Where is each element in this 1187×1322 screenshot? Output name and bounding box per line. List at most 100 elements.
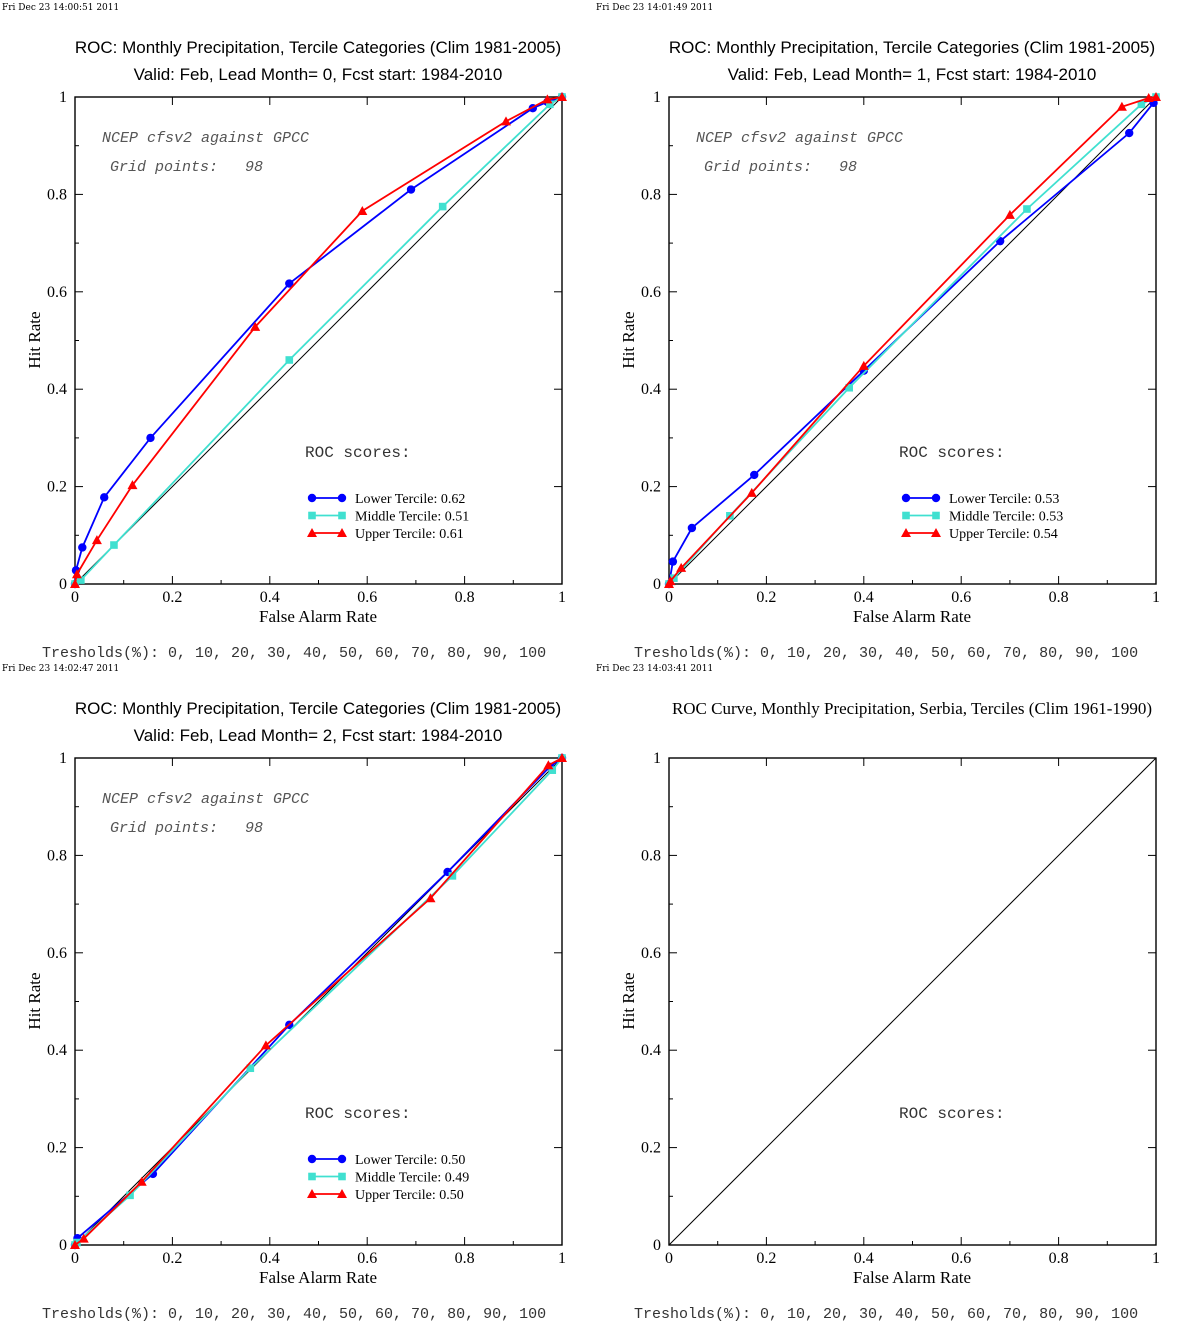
x-tick-label: 0.6	[357, 1250, 377, 1267]
data-point-upper	[746, 487, 757, 497]
legend-marker-lower	[307, 493, 317, 503]
legend-marker-lower	[307, 1154, 317, 1164]
panel-serbia: Fri Dec 23 14:03:41 2011 ROC Curve, Mont…	[596, 664, 1160, 1322]
x-tick-label: 0.4	[260, 1250, 280, 1267]
data-point-upper	[78, 1233, 89, 1243]
legend-marker-middle	[308, 511, 316, 520]
x-tick-label: 1	[558, 589, 566, 606]
data-point-upper	[557, 753, 567, 762]
data-point-middle	[548, 766, 557, 774]
legend: Lower Tercile: 0.50 Middle Tercile: 0.49 U…	[307, 1153, 469, 1203]
y-tick-label: 0.2	[47, 479, 67, 496]
data-point-upper	[250, 321, 261, 331]
data-point-lower	[1125, 128, 1134, 138]
data-point-upper	[500, 116, 511, 126]
legend-marker-lower	[901, 493, 911, 503]
y-tick-label: 0.4	[47, 1042, 67, 1059]
data-point-upper	[1004, 209, 1015, 219]
thresholds-note: Tresholds(%): 0, 10, 20, 30, 40, 50, 60,…	[42, 645, 546, 662]
data-point-lower	[78, 543, 87, 552]
legend-entry-upper: Upper Tercile: 0.54	[949, 527, 1058, 542]
y-tick-label: 0.6	[641, 284, 661, 301]
legend-marker-middle	[338, 511, 346, 520]
y-tick-label: 0.8	[47, 847, 67, 864]
model-note: NCEP cfsv2 against GPCC	[102, 791, 309, 808]
y-tick-label: 0	[653, 1237, 661, 1254]
y-tick-label: 0	[59, 576, 67, 593]
y-tick-label: 0.4	[641, 1042, 661, 1059]
x-tick-label: 0.8	[455, 589, 475, 606]
grid-points-note: Grid points: 98	[110, 820, 263, 837]
roc-scores-label: ROC scores:	[305, 1105, 411, 1123]
data-point-lower	[100, 493, 109, 502]
y-axis-label: Hit Rate	[25, 311, 44, 368]
data-point-middle	[110, 541, 118, 549]
x-tick-label: 0.4	[854, 1250, 874, 1267]
x-tick-label: 0.2	[756, 1250, 776, 1267]
y-tick-label: 0.8	[47, 186, 67, 203]
grid-points-note: Grid points: 98	[704, 159, 857, 176]
y-tick-label: 0.4	[47, 381, 67, 398]
y-axis-label: Hit Rate	[619, 972, 638, 1029]
legend-marker-upper	[307, 528, 317, 537]
data-point-upper	[71, 569, 82, 579]
legend-marker-upper	[337, 528, 347, 537]
data-point-lower	[750, 470, 759, 480]
y-tick-label: 1	[653, 89, 661, 106]
x-tick-label: 1	[1152, 589, 1160, 606]
legend-entry-lower: Lower Tercile: 0.50	[355, 1153, 465, 1168]
data-point-middle	[546, 100, 554, 109]
y-tick-label: 1	[653, 750, 661, 767]
x-tick-label: 0.2	[162, 589, 182, 606]
data-point-lower	[146, 433, 155, 443]
legend-entry-upper: Upper Tercile: 0.61	[355, 527, 464, 542]
series-line-lower	[668, 102, 1155, 585]
x-tick-label: 0.8	[455, 1250, 475, 1267]
data-point-middle	[448, 872, 457, 880]
timestamp: Fri Dec 23 14:03:41 2011	[596, 664, 713, 674]
x-tick-label: 1	[558, 1250, 566, 1267]
legend-marker-middle	[932, 511, 940, 520]
data-point-upper	[70, 579, 80, 588]
grid-points-note: Grid points: 98	[110, 159, 263, 176]
data-point-upper	[1143, 92, 1154, 102]
no-skill-diagonal	[74, 96, 563, 585]
chart-title: ROC: Monthly Precipitation, Tercile Cate…	[75, 38, 561, 57]
y-axis-label: Hit Rate	[619, 311, 638, 368]
legend-entry-lower: Lower Tercile: 0.53	[949, 492, 1059, 507]
data-point-upper	[357, 205, 368, 215]
data-point-upper	[136, 1176, 147, 1186]
x-tick-label: 0.4	[260, 589, 280, 606]
legend-marker-middle	[308, 1172, 316, 1181]
roc-scores-label: ROC scores:	[305, 444, 411, 462]
timestamp: Fri Dec 23 14:00:51 2011	[2, 3, 119, 13]
timestamp: Fri Dec 23 14:02:47 2011	[2, 664, 119, 674]
chart-title: ROC Curve, Monthly Precipitation, Serbia…	[672, 699, 1152, 718]
y-tick-label: 0.4	[641, 381, 661, 398]
data-point-lower	[285, 279, 294, 288]
data-point-upper	[676, 562, 687, 572]
x-axis-label: False Alarm Rate	[259, 607, 377, 626]
legend-entry-upper: Upper Tercile: 0.50	[355, 1188, 464, 1203]
legend: Lower Tercile: 0.62 Middle Tercile: 0.51 U…	[307, 492, 469, 542]
x-tick-label: 0.8	[1049, 1250, 1069, 1267]
data-point-middle	[77, 576, 85, 584]
x-axis-label: False Alarm Rate	[853, 1268, 971, 1287]
x-tick-label: 0	[71, 1250, 79, 1267]
data-point-lower	[687, 523, 697, 533]
legend-marker-upper	[931, 528, 941, 537]
legend: Lower Tercile: 0.53 Middle Tercile: 0.53 U…	[901, 492, 1063, 542]
data-point-middle	[438, 202, 447, 211]
y-tick-label: 0.8	[641, 847, 661, 864]
data-point-middle	[1137, 100, 1146, 109]
roc-scores-label: ROC scores:	[899, 444, 1005, 462]
thresholds-note: Tresholds(%): 0, 10, 20, 30, 40, 50, 60,…	[42, 1306, 546, 1322]
x-axis-label: False Alarm Rate	[259, 1268, 377, 1287]
legend-marker-upper	[307, 1189, 317, 1198]
thresholds-note: Tresholds(%): 0, 10, 20, 30, 40, 50, 60,…	[634, 1306, 1138, 1322]
x-tick-label: 0	[665, 589, 673, 606]
model-note: NCEP cfsv2 against GPCC	[696, 130, 903, 147]
no-skill-diagonal	[74, 757, 563, 1246]
thresholds-note: Tresholds(%): 0, 10, 20, 30, 40, 50, 60,…	[634, 645, 1138, 662]
plot-area: 0 0.2 0.4 0.6 0.8 1 0 0.2 0.4 0.6 0.8 1	[47, 750, 567, 1267]
